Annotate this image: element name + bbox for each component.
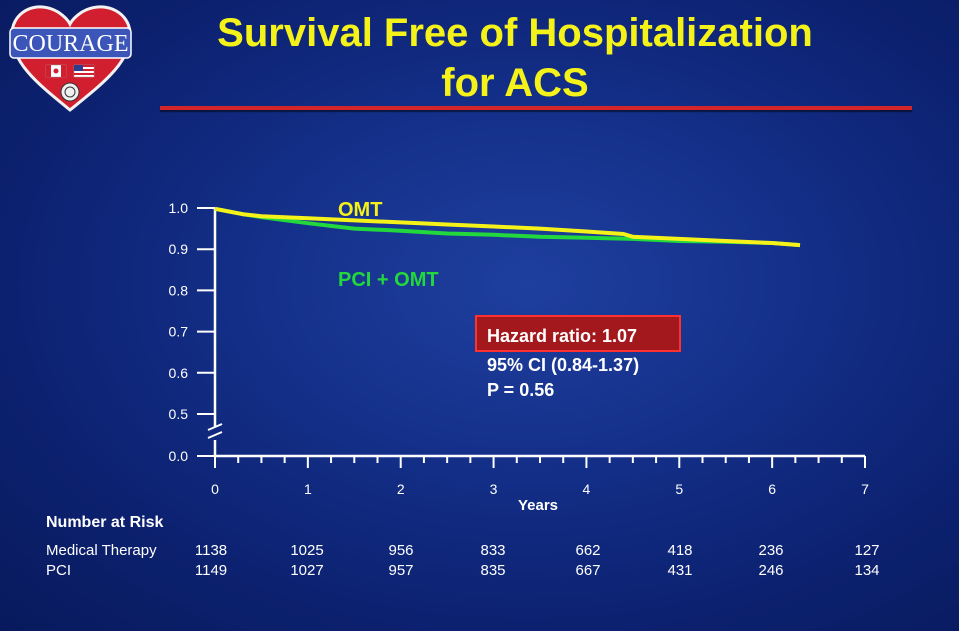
risk-row: Medical Therapy 1138 1025 956 833 662 418 236 12… xyxy=(46,542,946,562)
risk-row-label: Medical Therapy xyxy=(46,542,157,559)
axis-break-mark xyxy=(207,423,223,431)
x-tick-label: 2 xyxy=(397,481,405,497)
hazard-ratio-text: Hazard ratio: 1.07 xyxy=(487,326,637,346)
risk-cell: 246 xyxy=(758,562,784,579)
risk-cell: 1027 xyxy=(290,562,324,579)
x-tick-label: 4 xyxy=(583,481,591,497)
risk-cell: 957 xyxy=(388,562,414,579)
risk-row: PCI 1149 1027 957 835 667 431 246 134 xyxy=(46,562,946,582)
title-divider xyxy=(160,106,912,110)
risk-table-heading: Number at Risk xyxy=(46,514,164,531)
risk-cell: 1138 xyxy=(194,542,228,559)
risk-cell: 662 xyxy=(575,542,601,559)
logo-banner xyxy=(9,27,132,59)
hazard-ratio-box xyxy=(475,315,681,352)
y-tick-label: 1.0 xyxy=(169,200,189,216)
risk-cell: 134 xyxy=(854,562,880,579)
y-tick-label: 0.8 xyxy=(169,282,189,298)
risk-cell: 127 xyxy=(854,542,880,559)
x-tick-label: 0 xyxy=(211,481,219,497)
y-tick-label: 0.5 xyxy=(169,406,189,422)
y-tick-label: 0.6 xyxy=(169,365,189,381)
axis-break-mark xyxy=(207,431,223,439)
risk-cell: 835 xyxy=(480,562,506,579)
risk-cell: 418 xyxy=(667,542,693,559)
title-line-1: Survival Free of Hospitalization xyxy=(217,11,813,55)
x-tick-label: 7 xyxy=(861,481,869,497)
risk-cell: 1025 xyxy=(290,542,324,559)
title-line-2: for ACS xyxy=(441,61,589,105)
risk-cell: 833 xyxy=(480,542,506,559)
x-tick-label: 5 xyxy=(675,481,683,497)
logo-text: COURAGE xyxy=(12,31,128,57)
y-tick-label: 0.7 xyxy=(169,324,189,340)
x-axis-label: Years xyxy=(518,497,558,514)
y-tick-label: 0.9 xyxy=(169,241,189,257)
va-seal-icon xyxy=(60,82,80,102)
courage-logo: COURAGE xyxy=(9,5,132,112)
risk-cell: 431 xyxy=(667,562,693,579)
x-tick-label: 3 xyxy=(490,481,498,497)
omt-series-label: OMT xyxy=(338,199,382,221)
x-tick-label: 1 xyxy=(304,481,312,497)
risk-cell: 956 xyxy=(388,542,414,559)
confidence-interval-text: 95% CI (0.84-1.37) xyxy=(487,355,639,375)
risk-cell: 236 xyxy=(758,542,784,559)
x-tick-label: 6 xyxy=(768,481,776,497)
chart-series xyxy=(214,206,801,248)
risk-cell: 1149 xyxy=(194,562,228,579)
series-line-omt xyxy=(214,206,801,248)
pci-omt-series-label: PCI + OMT xyxy=(338,269,439,291)
risk-row-label: PCI xyxy=(46,562,72,579)
chart-labels: 0.0 0.5 0.6 0.7 0.8 0.9 1.0 0 1 2 3 4 5 6 7 Years OMT PCI… xyxy=(169,199,870,514)
page-title: Survival Free of Hospitalization for ACS xyxy=(140,8,890,108)
y-tick-label: 0.0 xyxy=(169,448,189,464)
risk-cell: 667 xyxy=(575,562,601,579)
chart-axes xyxy=(197,207,866,468)
p-value-text: P = 0.56 xyxy=(487,380,554,400)
